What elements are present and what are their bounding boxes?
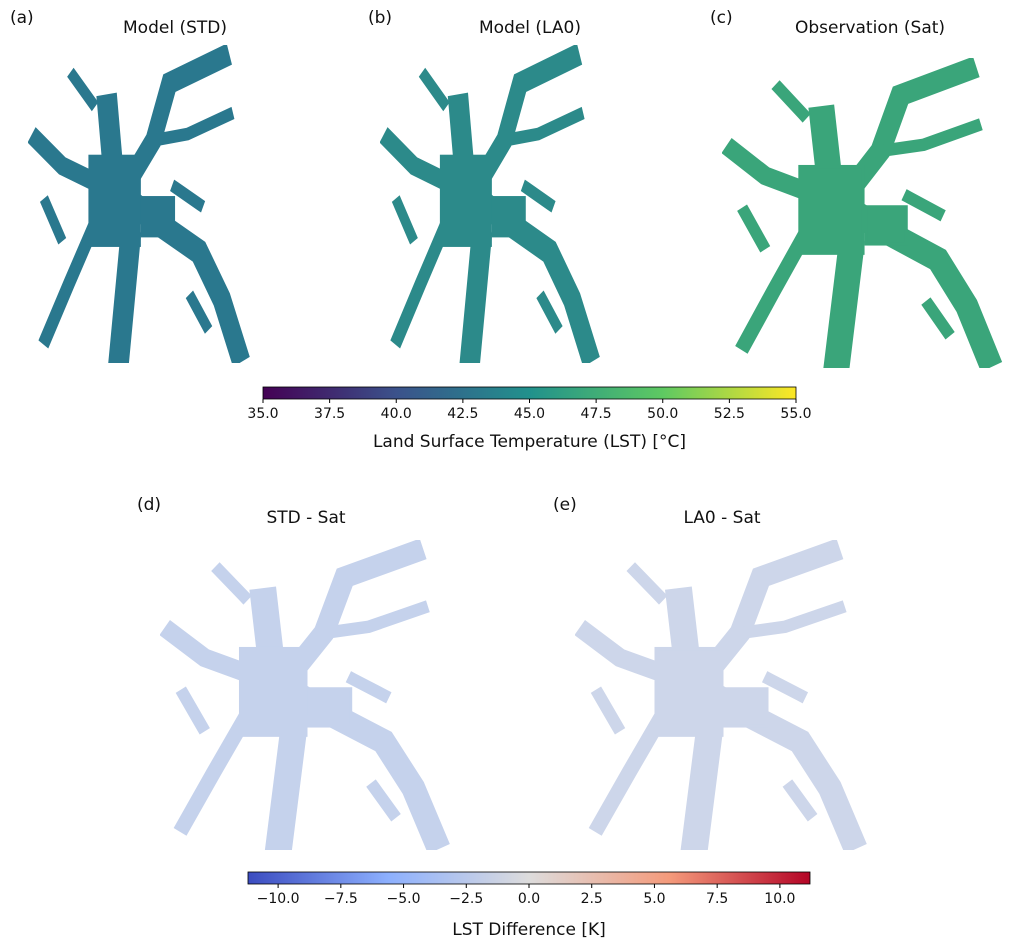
colorbar-tick-label: 42.5 <box>447 406 478 422</box>
colorbar-tick-label: 45.0 <box>514 406 545 422</box>
colorbar-tick-label: 52.5 <box>714 406 745 422</box>
colorbar-tick-label: −2.5 <box>449 891 483 907</box>
colorbar-tick-label: −7.5 <box>324 891 358 907</box>
colorbar-tick-label: 55.0 <box>780 406 811 422</box>
colorbar-tick-label: 40.0 <box>381 406 412 422</box>
colorbar-tick-label: 0.0 <box>518 891 540 907</box>
colorbar <box>262 386 797 400</box>
colorbar-tick-label: 37.5 <box>314 406 345 422</box>
panel-title: LA0 - Sat <box>683 508 760 528</box>
colorbar-tick-label: 10.0 <box>764 891 795 907</box>
colorbar <box>247 871 811 885</box>
panel-title: Model (STD) <box>123 18 227 38</box>
colorbar-tick-label: −5.0 <box>387 891 421 907</box>
panel-label: (a) <box>10 8 34 28</box>
colorbar-tick-label: 7.5 <box>706 891 728 907</box>
panel-title: Model (LA0) <box>479 18 581 38</box>
colorbar-tick-label: 2.5 <box>581 891 603 907</box>
panel-label: (c) <box>710 8 733 28</box>
map <box>172 552 434 843</box>
colorbar-label: Land Surface Temperature (LST) [°C] <box>373 432 686 452</box>
panel-label: (d) <box>137 495 161 515</box>
map <box>389 58 588 357</box>
panel-label: (b) <box>368 8 392 28</box>
colorbar-tick-label: 35.0 <box>247 406 278 422</box>
colorbar-label: LST Difference [K] <box>452 920 606 940</box>
map <box>734 70 987 361</box>
panel-title: Observation (Sat) <box>795 18 945 38</box>
colorbar-tick-label: 47.5 <box>581 406 612 422</box>
map <box>37 58 238 357</box>
panel-title: STD - Sat <box>266 508 345 528</box>
panel-label: (e) <box>553 495 577 515</box>
map <box>587 552 851 843</box>
colorbar-tick-label: −10.0 <box>257 891 300 907</box>
colorbar-tick-label: 50.0 <box>647 406 678 422</box>
colorbar-tick-label: 5.0 <box>643 891 665 907</box>
